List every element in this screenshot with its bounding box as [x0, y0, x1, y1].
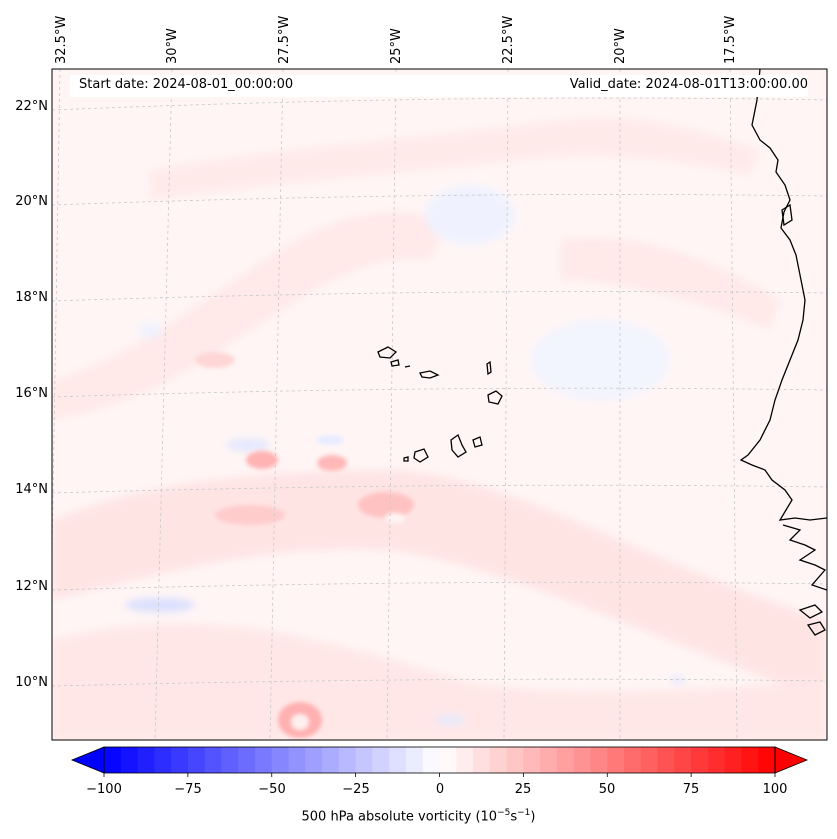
colorbar-tick: 50 [598, 782, 616, 797]
colorbar-segment [305, 747, 323, 773]
lon-label-30w: 30°W [165, 28, 180, 64]
colorbar-segment [724, 747, 742, 773]
colorbar-segment [171, 747, 189, 773]
colorbar-segment [405, 747, 424, 773]
colorbar-segment [590, 747, 608, 773]
lon-label-27.5w: 27.5°W [277, 15, 292, 64]
graticule [52, 69, 827, 740]
colorbar-title: 500 hPa absolute vorticity (10−5s−1) [301, 808, 536, 825]
colorbar-segment [640, 747, 659, 773]
colorbar [70, 746, 809, 777]
lon-label-25w: 25°W [389, 28, 404, 64]
lat-label-14n: 14°N [15, 482, 48, 497]
colorbar-segment [556, 747, 575, 773]
lat-label-22n: 22°N [15, 99, 48, 114]
start-date-label: Start date: 2024-08-01_00:00:00 [79, 77, 294, 92]
colorbar-segment [741, 747, 759, 773]
lat-label-18n: 18°N [15, 290, 48, 305]
colorbar-segment [355, 747, 373, 773]
lon-label-17.5w: 17.5°W [723, 15, 738, 64]
colorbar-segment [120, 747, 139, 773]
colorbar-segment [489, 747, 508, 773]
lat-label-20n: 20°N [15, 194, 48, 209]
colorbar-tick: −75 [174, 782, 202, 797]
colorbar-segment [254, 747, 273, 773]
colorbar-segment [137, 747, 155, 773]
colorbar-segment [104, 747, 122, 773]
colorbar-segment [221, 747, 239, 773]
colorbar-segment [691, 747, 709, 773]
colorbar-segment [573, 747, 591, 773]
lon-label-20w: 20°W [613, 28, 628, 64]
colorbar-tick: 100 [762, 782, 788, 797]
lat-label-16n: 16°N [15, 386, 48, 401]
colorbar-segment [204, 747, 222, 773]
date-banner [70, 75, 808, 97]
colorbar-segment [456, 747, 474, 773]
colorbar-segment [338, 747, 357, 773]
colorbar-segment [238, 747, 256, 773]
colorbar-segment [271, 747, 290, 773]
colorbar-segment [674, 747, 692, 773]
colorbar-segment [473, 747, 491, 773]
colorbar-segment [607, 747, 625, 773]
valid-date-label: Valid_date: 2024-08-01T13:00:00.00 [569, 77, 808, 92]
colorbar-segment [523, 747, 541, 773]
colorbar-extend-low [70, 746, 105, 774]
colorbar-segment [389, 747, 407, 773]
lat-label-12n: 12°N [15, 579, 48, 594]
map-frame [51, 68, 828, 741]
colorbar-segment [540, 747, 558, 773]
colorbar-tick: −100 [86, 782, 122, 797]
colorbar-tick: 75 [682, 782, 700, 797]
colorbar-segment [506, 747, 524, 773]
lon-label-32.5w: 32.5°W [54, 15, 69, 64]
colorbar-segment [422, 747, 440, 773]
colorbar-segment [758, 747, 776, 773]
vorticity-field [52, 69, 827, 740]
colorbar-tick: −25 [342, 782, 370, 797]
colorbar-segment [707, 747, 726, 773]
lon-label-22.5w: 22.5°W [501, 15, 516, 64]
colorbar-segment [154, 747, 172, 773]
colorbar-segment [372, 747, 390, 773]
colorbar-tick: 25 [514, 782, 532, 797]
colorbar-segment [657, 747, 675, 773]
lat-label-10n: 10°N [15, 675, 48, 690]
colorbar-segment [439, 747, 457, 773]
colorbar-segment [187, 747, 206, 773]
colorbar-extend-high [774, 746, 809, 774]
colorbar-tick: −50 [258, 782, 286, 797]
coastline [377, 69, 827, 636]
colorbar-segment [322, 747, 340, 773]
colorbar-segment [288, 747, 306, 773]
colorbar-segment [624, 747, 642, 773]
colorbar-tick: 0 [435, 782, 445, 797]
